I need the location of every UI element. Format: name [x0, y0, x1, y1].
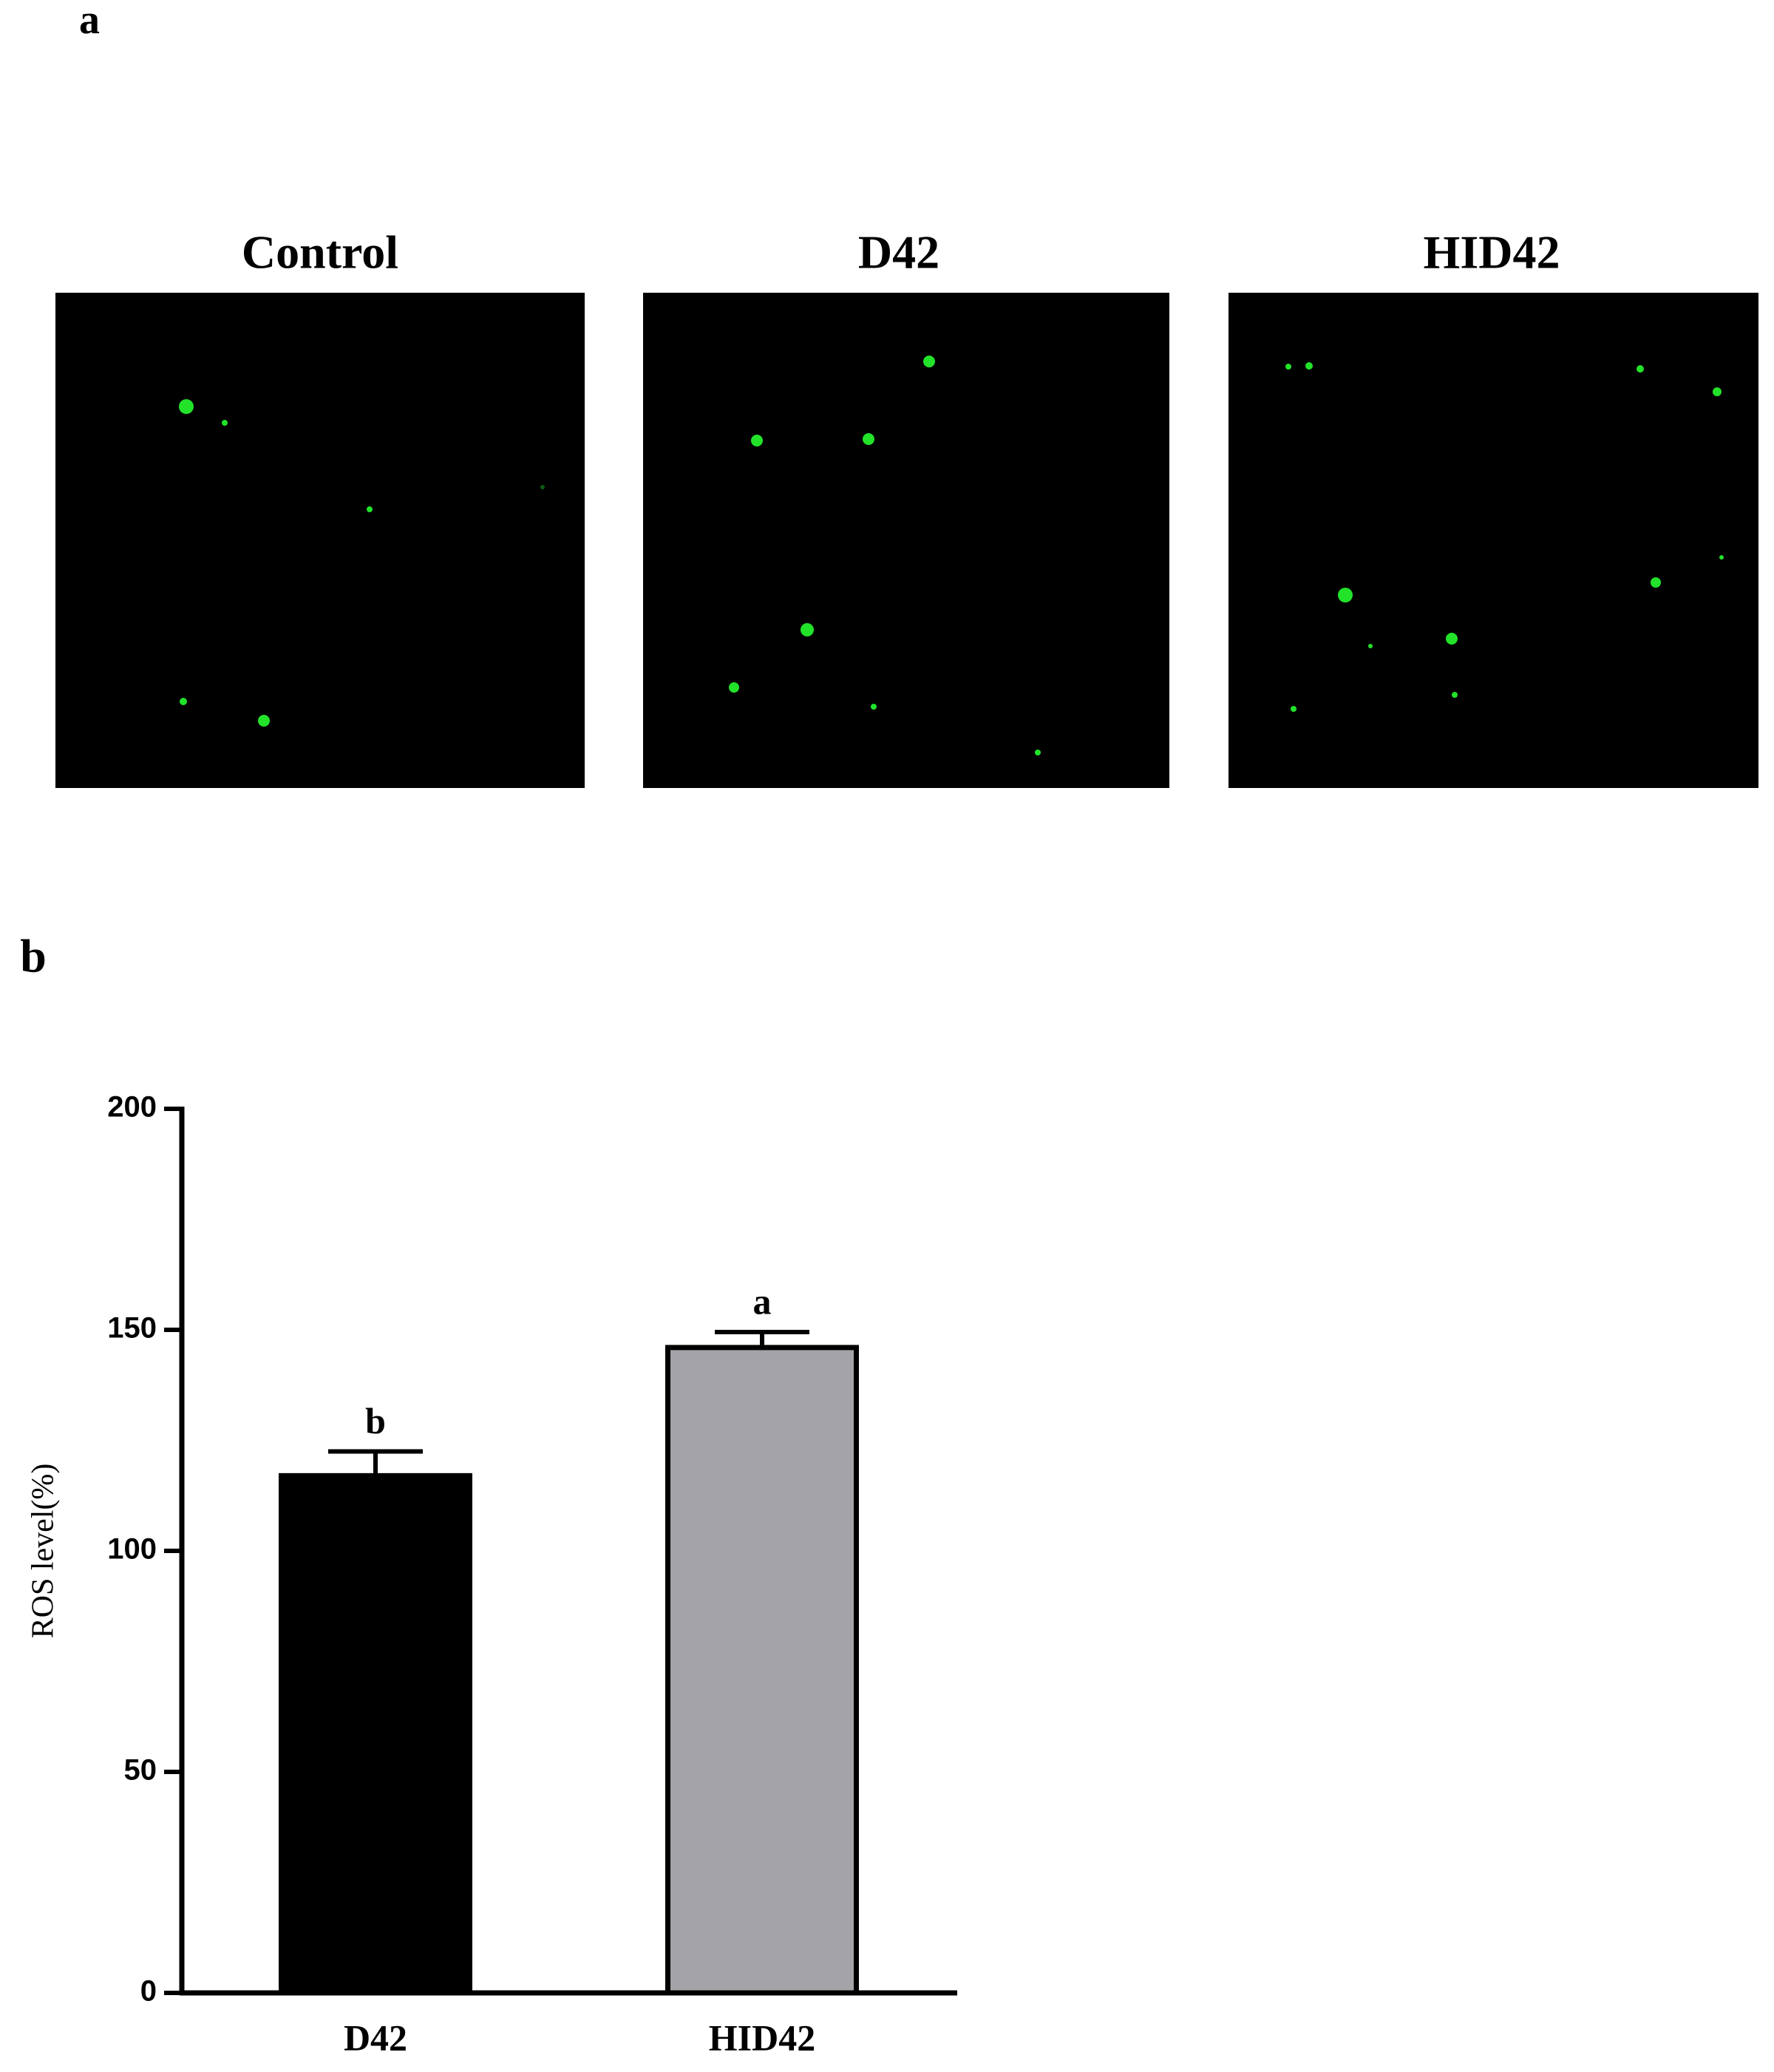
significance-label: a: [753, 1280, 772, 1322]
panel-title: HID42: [1424, 226, 1560, 279]
y-tick-label: 50: [124, 1754, 157, 1787]
micrograph-panels: Control D42 HID42: [55, 226, 1758, 788]
panel-title: D42: [858, 226, 939, 279]
x-tick-label: HID42: [709, 2017, 815, 2058]
bar: [665, 1345, 859, 1996]
bar-chart: ROS level(%) 0 50 100 150 200 b D42 a HID42: [27, 1091, 957, 2058]
bar: [279, 1473, 472, 1996]
y-axis-label: ROS level(%): [27, 1464, 61, 1639]
fluorescent-spots: [179, 356, 1724, 755]
y-tick-label: 200: [107, 1091, 157, 1124]
micrograph: [643, 293, 1169, 788]
micrograph: [55, 293, 585, 788]
significance-label: b: [365, 1400, 386, 1441]
error-bar: [715, 1329, 809, 1348]
panel-label: a: [79, 0, 100, 43]
y-tick-label: 0: [140, 1975, 157, 2008]
panel-label: b: [20, 930, 47, 982]
y-tick-label: 100: [107, 1533, 157, 1566]
x-tick-label: D42: [344, 2017, 407, 2058]
micrograph: [1228, 293, 1758, 788]
y-tick-label: 150: [107, 1312, 157, 1345]
error-bar: [328, 1449, 423, 1476]
panel-title: Control: [242, 226, 398, 279]
